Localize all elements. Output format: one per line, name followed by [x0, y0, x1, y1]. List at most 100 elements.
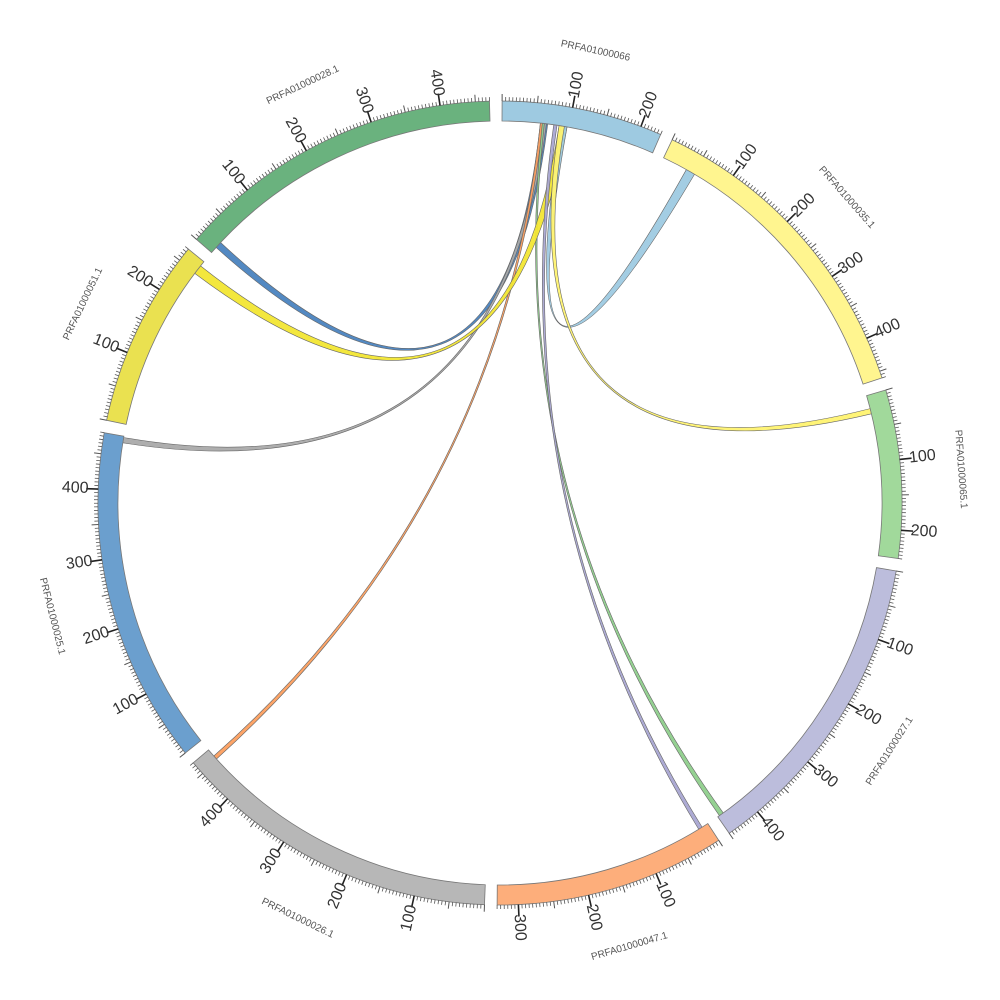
tick-mark [712, 843, 716, 848]
tick-mark [194, 767, 199, 772]
tick-mark [147, 702, 152, 706]
tick-mark [738, 176, 742, 181]
tick-mark [829, 270, 834, 274]
tick-mark-major [517, 904, 520, 917]
tick-mark [215, 208, 222, 215]
tick-mark [238, 810, 242, 814]
tick-mark [169, 266, 174, 270]
tick-mark [157, 283, 162, 287]
tick-mark [781, 213, 786, 217]
tick-label: 100 [90, 331, 121, 357]
tick-mark [205, 223, 209, 227]
tick-mark [385, 888, 388, 893]
tick-label: 100 [884, 635, 915, 660]
tick-mark [103, 587, 108, 590]
tick-mark [334, 870, 338, 875]
tick-mark [828, 733, 836, 739]
tick-label: 300 [511, 914, 529, 942]
tick-mark [718, 840, 723, 847]
tick-mark [264, 171, 268, 176]
tick-mark [284, 843, 288, 848]
tick-mark [809, 758, 814, 762]
tick-mark [882, 625, 887, 628]
tick-mark [103, 590, 108, 593]
tick-mark [371, 884, 374, 889]
tick-mark [257, 825, 261, 830]
tick-mark [681, 861, 684, 866]
tick-mark [785, 785, 790, 789]
tick-mark [671, 866, 675, 871]
tick-mark [537, 95, 539, 103]
tick-mark [727, 168, 731, 172]
tick-mark [124, 655, 129, 658]
tick-mark-major [899, 457, 912, 461]
tick-mark [619, 886, 622, 891]
tick-mark [372, 117, 375, 122]
tick-mark [150, 296, 155, 299]
tick-mark [560, 900, 562, 905]
tick-mark [119, 360, 124, 363]
tick-mark [762, 806, 766, 811]
tick-mark [766, 198, 770, 203]
tick-mark [388, 889, 391, 894]
tick-mark [121, 648, 126, 651]
tick-mark [894, 581, 899, 583]
tick-mark [416, 896, 419, 901]
arcs-layer [97, 100, 903, 906]
tick-mark [811, 756, 816, 760]
tick-mark [865, 332, 870, 336]
tick-mark [447, 901, 450, 909]
tick-mark [356, 123, 359, 128]
tick-mark [835, 279, 840, 283]
tick-mark [798, 231, 803, 235]
tick-mark [821, 259, 826, 263]
tick-mark [115, 631, 120, 634]
tick-mark [877, 362, 882, 365]
tick-mark [400, 109, 403, 114]
tick-mark [272, 835, 276, 840]
tick-mark [441, 900, 443, 905]
tick-mark [693, 147, 697, 152]
tick-mark [625, 884, 628, 889]
tick-mark [189, 762, 194, 766]
tick-mark [175, 744, 179, 748]
tick-mark [850, 302, 858, 307]
tick-mark [99, 438, 104, 441]
tick-mark [744, 180, 748, 185]
tick-mark [868, 662, 873, 665]
tick-mark [647, 125, 650, 130]
tick-mark [299, 852, 303, 857]
tick-mark [678, 139, 681, 144]
tick-mark [794, 226, 798, 230]
tick-mark [392, 890, 394, 895]
tick-mark [266, 831, 270, 836]
tick-mark [891, 409, 896, 411]
tick-mark [775, 795, 780, 799]
tick-mark [102, 583, 107, 586]
tick-mark [630, 119, 633, 124]
tick-mark [196, 770, 201, 774]
tick-mark [376, 116, 379, 121]
tick-mark [214, 788, 218, 792]
tick-mark [880, 372, 885, 375]
tick-mark [321, 864, 325, 869]
tick-mark [767, 802, 772, 806]
tick-mark [622, 885, 626, 893]
tick-mark [182, 249, 187, 253]
tick-label: 200 [636, 89, 661, 120]
tick-mark [180, 251, 185, 255]
tick-mark [108, 608, 113, 610]
tick-mark [885, 615, 890, 618]
tick-mark [836, 721, 841, 725]
tick-label: 300 [65, 552, 94, 573]
tick-mark [133, 327, 138, 331]
tick-mark [276, 163, 280, 168]
tick-mark [822, 741, 827, 746]
tick-label: 100 [908, 447, 936, 467]
tick-mark [814, 753, 818, 757]
tick-mark [871, 655, 876, 658]
tick-mark [802, 766, 807, 771]
tick-mark [130, 334, 135, 337]
tick-mark [796, 228, 801, 233]
tick-mark [760, 191, 767, 198]
